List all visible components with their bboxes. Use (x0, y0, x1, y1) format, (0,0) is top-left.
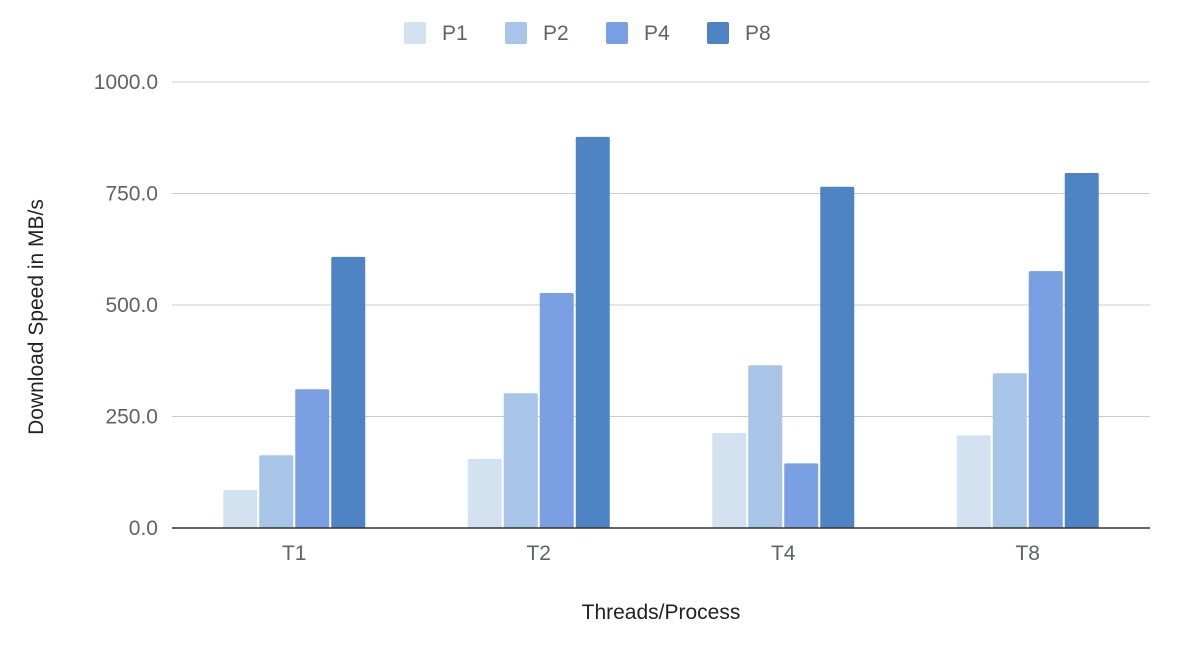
y-tick-label: 1000.0 (94, 71, 158, 94)
x-tick-label: T2 (526, 542, 551, 565)
x-tick-label: T8 (1015, 542, 1040, 565)
bar-p1-t2 (467, 458, 502, 528)
bar-p1-t8 (956, 435, 991, 528)
x-axis-ticks: T1 T2 T4 T8 (282, 542, 1040, 565)
legend-swatch-p2 (505, 22, 527, 44)
bar-p2-t8 (992, 373, 1027, 528)
bar-p4-t1 (295, 389, 330, 528)
gridlines (172, 81, 1150, 417)
y-axis-ticks: 0.0 250.0 500.0 750.0 1000.0 (94, 71, 158, 540)
legend-swatch-p1 (404, 22, 426, 44)
legend-label-p2: P2 (543, 22, 569, 45)
x-tick-label: T4 (771, 542, 796, 565)
bar-p2-t4 (748, 365, 783, 528)
y-tick-label: 500.0 (105, 294, 158, 317)
bar-p2-t1 (259, 455, 294, 528)
bar-p4-t4 (784, 463, 819, 528)
y-tick-label: 0.0 (129, 517, 158, 540)
y-tick-label: 250.0 (105, 406, 158, 429)
bar-p4-t2 (539, 292, 574, 528)
y-axis-title: Download Speed in MB/s (25, 199, 48, 435)
y-tick-label: 750.0 (105, 183, 158, 206)
legend-label-p1: P1 (442, 22, 468, 45)
bar-p8-t4 (820, 186, 855, 528)
bar-p8-t2 (575, 136, 610, 528)
x-tick-label: T1 (282, 542, 307, 565)
legend: P1 P2 P4 P8 (404, 22, 771, 45)
legend-label-p4: P4 (644, 22, 670, 45)
legend-label-p8: P8 (745, 22, 771, 45)
bar-p1-t4 (712, 433, 747, 528)
bar-p4-t8 (1028, 271, 1063, 528)
legend-swatch-p4 (606, 22, 628, 44)
bar-p2-t2 (503, 393, 538, 528)
x-axis-title: Threads/Process (582, 601, 741, 624)
bar-p1-t1 (223, 490, 258, 528)
bar-p8-t1 (331, 256, 366, 528)
legend-swatch-p8 (707, 22, 729, 44)
bars (223, 136, 1099, 528)
bar-p8-t8 (1064, 172, 1099, 528)
